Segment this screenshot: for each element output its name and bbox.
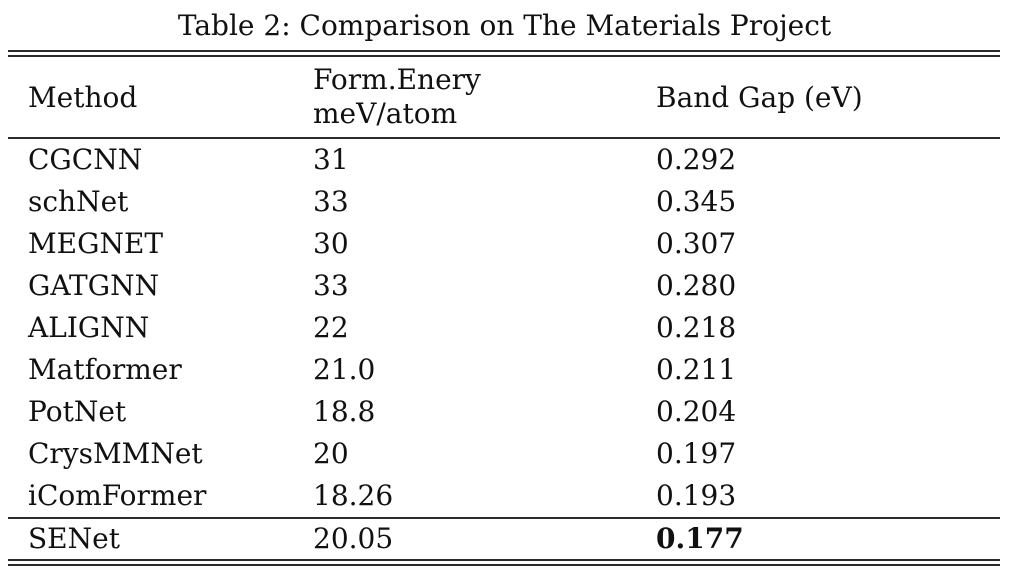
header-method: Method — [28, 80, 138, 114]
table-row: CrysMMNet 20 0.197 — [8, 433, 1000, 475]
table-row: PotNet 18.8 0.204 — [8, 391, 1000, 433]
table-row: MEGNET 30 0.307 — [8, 223, 1000, 265]
band-gap-cell: 0.345 — [656, 185, 737, 218]
band-gap-cell: 0.211 — [656, 353, 737, 386]
table-header-row: Method Form.Enery meV/atom Band Gap (eV) — [8, 57, 1000, 137]
comparison-table: Method Form.Enery meV/atom Band Gap (eV)… — [8, 50, 1000, 566]
form-energy-cell: 20.05 — [313, 522, 394, 555]
table-row: ALIGNN 22 0.218 — [8, 307, 1000, 349]
header-band-gap: Band Gap (eV) — [656, 80, 863, 114]
table-row-senet: SENet 20.05 0.177 — [8, 519, 1000, 559]
form-energy-cell: 33 — [313, 269, 349, 302]
form-energy-cell: 30 — [313, 227, 349, 260]
table-caption: Table 2: Comparison on The Materials Pro… — [177, 9, 832, 42]
form-energy-cell: 18.8 — [313, 395, 376, 428]
table-row: CGCNN 31 0.292 — [8, 139, 1000, 181]
method-cell: MEGNET — [28, 227, 164, 260]
header-form-energy-line2: meV/atom — [313, 97, 458, 130]
pre-highlight-rule — [8, 517, 1000, 519]
bottom-double-rule — [8, 559, 1000, 566]
header-form-energy-line1: Form.Enery — [313, 63, 481, 96]
method-cell: GATGNN — [28, 269, 160, 302]
table-row: Matformer 21.0 0.211 — [8, 349, 1000, 391]
header-form-energy: Form.Enery meV/atom — [313, 63, 656, 131]
band-gap-cell: 0.307 — [656, 227, 737, 260]
form-energy-cell: 22 — [313, 311, 349, 344]
band-gap-cell: 0.197 — [656, 437, 737, 470]
table-body: CGCNN 31 0.292 schNet 33 0.345 MEGNET 30… — [8, 139, 1000, 517]
band-gap-cell: 0.218 — [656, 311, 737, 344]
form-energy-cell: 33 — [313, 185, 349, 218]
method-cell: Matformer — [28, 353, 182, 386]
form-energy-cell: 20 — [313, 437, 349, 470]
method-cell: PotNet — [28, 395, 127, 428]
band-gap-cell: 0.193 — [656, 479, 737, 512]
method-cell: schNet — [28, 185, 129, 218]
table-row: schNet 33 0.345 — [8, 181, 1000, 223]
header-rule — [8, 137, 1000, 139]
table-row: GATGNN 33 0.280 — [8, 265, 1000, 307]
method-cell: SENet — [28, 522, 120, 555]
method-cell: ALIGNN — [28, 311, 150, 344]
band-gap-cell: 0.280 — [656, 269, 737, 302]
band-gap-cell: 0.204 — [656, 395, 737, 428]
method-cell: CGCNN — [28, 143, 143, 176]
table-row: iComFormer 18.26 0.193 — [8, 475, 1000, 517]
form-energy-cell: 18.26 — [313, 479, 394, 512]
band-gap-cell: 0.292 — [656, 143, 737, 176]
band-gap-cell-best: 0.177 — [656, 522, 744, 555]
form-energy-cell: 31 — [313, 143, 349, 176]
top-double-rule — [8, 50, 1000, 57]
form-energy-cell: 21.0 — [313, 353, 376, 386]
method-cell: iComFormer — [28, 479, 207, 512]
method-cell: CrysMMNet — [28, 437, 203, 470]
